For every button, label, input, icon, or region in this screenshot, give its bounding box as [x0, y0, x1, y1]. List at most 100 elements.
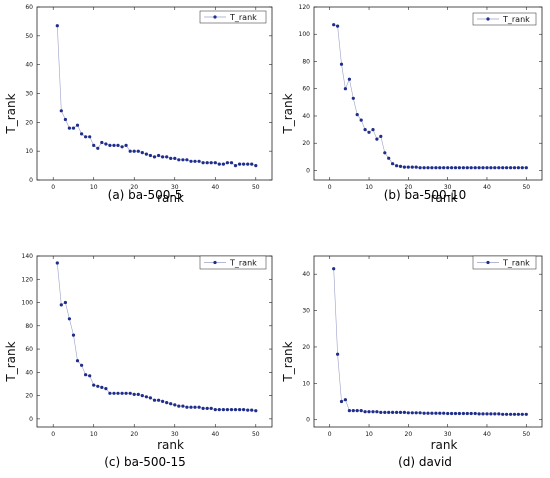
data-point — [461, 411, 465, 416]
data-point — [418, 411, 422, 415]
y-tick-label: 0 — [306, 417, 310, 424]
legend-box — [472, 12, 537, 26]
data-point — [379, 410, 383, 414]
data-point — [250, 162, 254, 166]
data-point — [442, 411, 446, 415]
data-point — [465, 166, 469, 170]
y-tick-label: 120 — [299, 4, 311, 11]
data-point — [161, 155, 165, 159]
data-point — [375, 137, 379, 141]
data-point — [55, 24, 59, 28]
y-tick-label: 0 — [29, 177, 33, 184]
data-point — [80, 132, 84, 136]
y-tick-label: 60 — [25, 346, 33, 353]
data-point — [120, 391, 124, 395]
plot-frame — [36, 255, 273, 428]
plot-frame — [36, 6, 273, 181]
chart-panel-d: 0 10 20 30 40 50 0 10 20 30 40 rank T_rank T_rank — [281, 255, 543, 452]
caption-b: (b) ba-500-10 — [383, 188, 467, 202]
data-point — [375, 410, 379, 414]
data-point — [477, 166, 481, 170]
data-point — [343, 87, 347, 91]
data-point — [387, 410, 391, 414]
y-tick-label: 20 — [302, 140, 310, 147]
data-point — [391, 162, 395, 166]
y-tick-label: 120 — [22, 276, 34, 283]
data-point — [246, 408, 250, 412]
y-axis-label: T_rank — [281, 93, 295, 134]
data-point — [395, 410, 399, 414]
data-point — [144, 152, 148, 156]
data-point — [446, 166, 450, 170]
x-tick-label: 40 — [211, 431, 219, 438]
legend-marker — [486, 17, 490, 21]
data-point — [347, 409, 351, 413]
data-point — [363, 128, 367, 132]
data-point — [501, 166, 505, 170]
data-point — [406, 411, 410, 415]
data-point — [169, 156, 173, 160]
data-point — [438, 166, 442, 170]
x-tick-label: 0 — [328, 184, 332, 191]
y-tick-label: 40 — [25, 369, 33, 376]
data-point — [351, 409, 355, 413]
data-point — [96, 384, 100, 388]
y-tick-label: 0 — [306, 167, 310, 174]
data-point — [501, 412, 505, 416]
data-point — [473, 166, 477, 170]
data-point — [185, 158, 189, 162]
data-point — [524, 166, 528, 170]
x-tick-label: 10 — [365, 431, 373, 438]
data-point — [104, 142, 108, 146]
data-point — [422, 166, 426, 170]
data-point — [88, 135, 92, 139]
data-point — [516, 412, 521, 416]
data-point — [497, 166, 501, 170]
data-point — [120, 145, 124, 149]
y-tick-label: 100 — [22, 300, 34, 307]
data-point — [100, 140, 104, 145]
data-point — [430, 166, 434, 170]
data-point — [67, 126, 71, 130]
data-point — [181, 158, 185, 162]
data-point — [112, 391, 116, 395]
data-point — [520, 166, 524, 170]
data-point — [197, 159, 201, 163]
data-point — [493, 166, 497, 170]
data-point — [71, 126, 76, 130]
y-tick-label: 40 — [302, 113, 310, 120]
data-point — [254, 164, 258, 168]
data-point — [414, 165, 418, 169]
data-point — [457, 166, 461, 170]
data-point — [242, 408, 246, 412]
data-point — [426, 166, 430, 170]
data-point — [221, 408, 225, 412]
data-point — [457, 411, 461, 416]
data-point — [359, 118, 363, 122]
data-point — [209, 406, 213, 410]
data-point — [181, 404, 185, 408]
data-point — [395, 164, 399, 168]
data-point — [233, 164, 238, 168]
data-point — [205, 406, 209, 410]
data-point — [124, 143, 128, 147]
data-point — [477, 412, 481, 416]
x-tick-label: 10 — [90, 184, 98, 191]
x-tick-label: 20 — [405, 431, 413, 438]
data-point — [469, 411, 473, 416]
data-point — [336, 352, 340, 356]
data-point — [233, 408, 238, 412]
y-tick-label: 20 — [302, 344, 310, 351]
data-point — [157, 398, 161, 402]
x-tick-label: 0 — [51, 431, 55, 438]
x-tick-label: 40 — [483, 431, 491, 438]
legend-marker — [213, 15, 217, 19]
legend-label: T_rank — [229, 259, 257, 268]
data-point — [355, 409, 359, 413]
y-axis-label: T_rank — [4, 93, 18, 134]
data-point — [189, 159, 193, 163]
data-point — [193, 405, 197, 409]
data-point — [422, 411, 426, 415]
data-point — [88, 374, 92, 378]
chart-panel-a: 0 10 20 30 40 50 0 10 20 30 40 50 60 rank T_rank T_rank — [4, 4, 273, 205]
